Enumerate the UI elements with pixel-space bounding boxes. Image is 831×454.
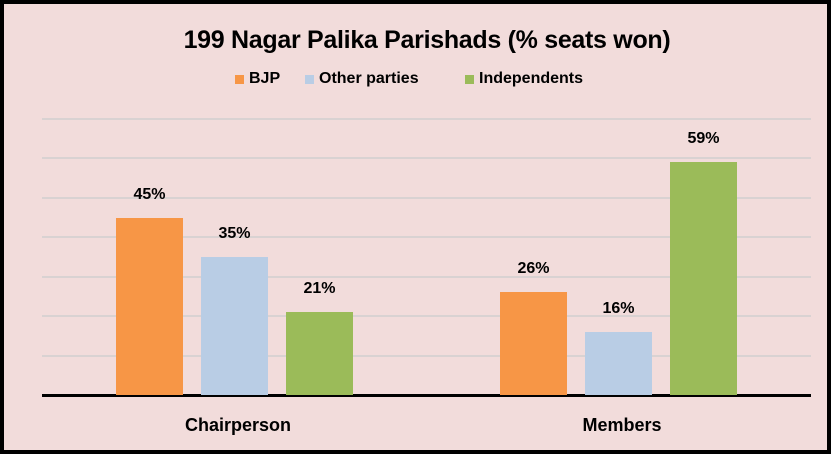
chart-area: 199 Nagar Palika Parishads (% seats won)…	[4, 4, 827, 450]
data-label-members-other-parties: 16%	[602, 299, 635, 317]
legend-swatch-bjp	[235, 74, 244, 84]
category-label-chairperson: Chairperson	[184, 415, 292, 435]
data-label-chairperson-bjp: 45%	[133, 185, 166, 203]
chart-title: 199 Nagar Palika Parishads (% seats won)	[183, 26, 671, 54]
legend-swatch-other-parties	[305, 74, 314, 84]
legend-item-bjp: BJP	[235, 68, 280, 90]
category-label-members: Members	[582, 415, 662, 435]
legend-item-other-parties: Other parties	[305, 68, 419, 90]
data-label-members-bjp: 26%	[517, 260, 550, 278]
bar-members-other-parties	[585, 331, 652, 395]
gridline	[42, 157, 811, 160]
legend-label-other-parties: Other parties	[319, 70, 419, 87]
gridline	[42, 236, 811, 239]
data-label-chairperson-independents: 21%	[303, 280, 336, 298]
gridline	[42, 118, 811, 120]
bar-chairperson-other-parties	[201, 257, 268, 395]
gridline	[42, 275, 811, 278]
legend-swatch-independents	[465, 74, 474, 84]
bar-members-bjp	[500, 292, 567, 395]
legend-label-bjp: BJP	[249, 70, 281, 87]
data-label-chairperson-other-parties: 35%	[218, 225, 251, 242]
plot-area: 45% 35% 21% 26% 16% 59%	[42, 118, 811, 397]
gridline	[42, 315, 811, 318]
x-axis-line	[42, 394, 811, 397]
bar-chairperson-bjp	[116, 217, 183, 395]
gridline	[42, 354, 811, 357]
legend: BJP Other parties Independents	[4, 68, 827, 90]
bar-members-independents	[670, 162, 737, 395]
bar-chairperson-independents	[286, 312, 353, 395]
data-label-members-independents: 59%	[687, 130, 720, 148]
gridline	[42, 196, 811, 199]
legend-item-independents: Independents	[465, 68, 583, 90]
legend-label-independents: Independents	[479, 70, 584, 87]
